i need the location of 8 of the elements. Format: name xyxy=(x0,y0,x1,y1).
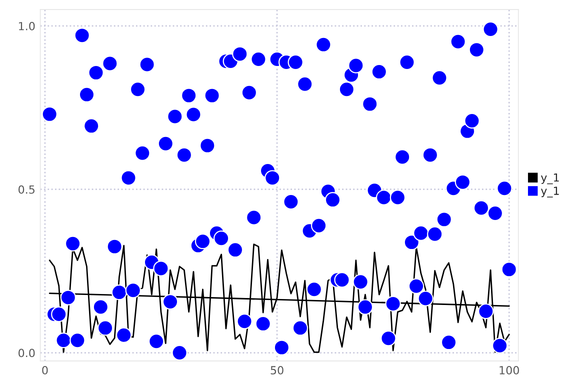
y-tick-label: 0.5 xyxy=(18,185,34,194)
x-tick-label: 0 xyxy=(42,366,48,374)
legend-label: y_1 xyxy=(540,186,559,198)
legend-label: y_1 xyxy=(540,173,559,184)
x-tick-label: 100 xyxy=(500,366,519,374)
y-tick-label: 0.0 xyxy=(18,348,35,358)
y-tick-label: 1.0 xyxy=(19,22,35,30)
x-tick-label: 50 xyxy=(270,366,284,374)
